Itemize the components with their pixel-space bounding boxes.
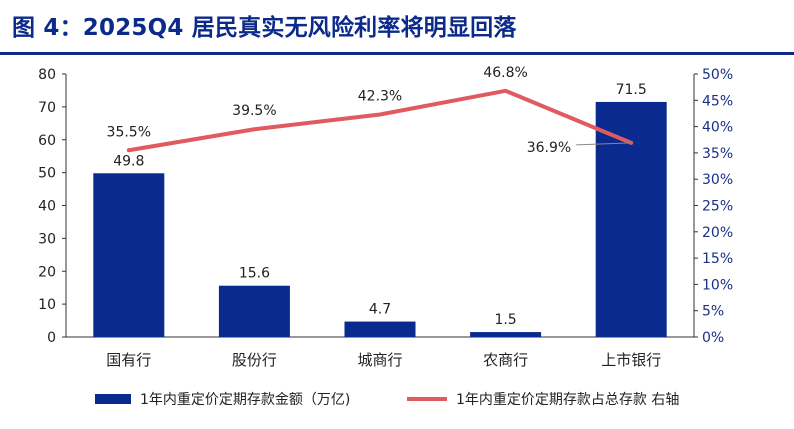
x-tick-label: 国有行 bbox=[106, 351, 151, 369]
line-value-label: 46.8% bbox=[483, 65, 527, 81]
y-left-tick-label: 0 bbox=[47, 330, 56, 346]
line-point-4 bbox=[504, 89, 508, 93]
bar-value-label: 71.5 bbox=[616, 82, 647, 98]
bar-3 bbox=[344, 321, 416, 337]
bar-1 bbox=[93, 173, 165, 337]
bar-2 bbox=[218, 285, 290, 337]
bar-value-label: 4.7 bbox=[369, 302, 391, 318]
y-right-tick-label: 40% bbox=[702, 120, 733, 136]
y-left-tick-label: 20 bbox=[38, 264, 56, 280]
legend-label-bar: 1年内重定价定期存款金额（万亿) bbox=[140, 392, 350, 408]
y-right-tick-label: 25% bbox=[702, 199, 733, 215]
line-label-leader bbox=[576, 142, 632, 146]
line-value-label: 42.3% bbox=[358, 89, 402, 105]
y-left-tick-label: 10 bbox=[38, 297, 56, 313]
x-tick-label: 上市银行 bbox=[601, 351, 661, 369]
y-right-tick-label: 50% bbox=[702, 67, 733, 83]
y-right-tick-label: 20% bbox=[702, 225, 733, 241]
line-value-label: 35.5% bbox=[107, 124, 151, 140]
x-tick-label: 城商行 bbox=[357, 351, 402, 369]
bar-4 bbox=[470, 332, 542, 337]
y-right-tick-label: 5% bbox=[702, 304, 724, 320]
bar-value-label: 49.8 bbox=[113, 153, 144, 169]
line-value-label: 39.5% bbox=[232, 103, 276, 119]
y-right-tick-label: 10% bbox=[702, 277, 733, 293]
line-point-3 bbox=[378, 113, 382, 117]
y-right-tick-label: 30% bbox=[702, 172, 733, 188]
y-left-tick-label: 40 bbox=[38, 199, 56, 215]
title-divider bbox=[0, 52, 794, 55]
x-tick-label: 股份行 bbox=[232, 351, 277, 369]
y-left-tick-label: 80 bbox=[38, 67, 56, 83]
y-left-tick-label: 30 bbox=[38, 231, 56, 247]
y-right-tick-label: 15% bbox=[702, 251, 733, 267]
line-point-1 bbox=[127, 148, 131, 152]
bar-value-label: 15.6 bbox=[239, 266, 270, 282]
y-left-tick-label: 60 bbox=[38, 133, 56, 149]
line-value-label: 36.9% bbox=[527, 140, 571, 156]
legend-label-line: 1年内重定价定期存款占总存款 右轴 bbox=[456, 392, 679, 408]
legend-swatch-bar bbox=[95, 394, 131, 404]
line-point-2 bbox=[252, 127, 256, 131]
y-left-tick-label: 50 bbox=[38, 166, 56, 182]
y-right-tick-label: 35% bbox=[702, 146, 733, 162]
bar-value-label: 1.5 bbox=[494, 312, 516, 328]
y-right-tick-label: 45% bbox=[702, 93, 733, 109]
x-tick-label: 农商行 bbox=[483, 351, 528, 369]
y-right-tick-label: 0% bbox=[702, 330, 724, 346]
bar-5 bbox=[595, 101, 667, 337]
y-left-tick-label: 70 bbox=[38, 100, 56, 116]
figure-title: 图 4：2025Q4 居民真实无风险利率将明显回落 bbox=[12, 15, 517, 41]
